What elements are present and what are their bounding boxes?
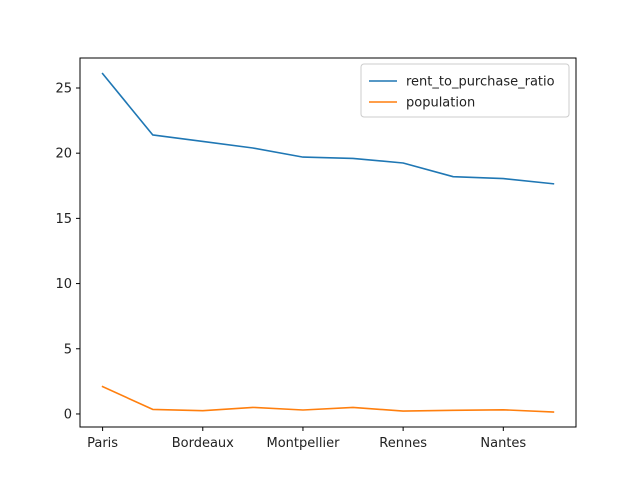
x-tick-label: Bordeaux <box>172 436 234 451</box>
x-tick-label: Paris <box>87 436 118 451</box>
x-axis: Paris Bordeaux Montpellier Rennes Nantes <box>87 427 526 451</box>
series-line-rent-to-purchase-ratio <box>101 72 555 185</box>
y-tick-label: 20 <box>55 147 72 162</box>
x-tick-label: Nantes <box>480 436 526 451</box>
y-tick-label: 0 <box>64 407 72 422</box>
y-tick-label: 25 <box>55 81 72 96</box>
legend-box <box>360 63 570 118</box>
series-line-population <box>101 385 555 413</box>
legend-label: population <box>406 96 475 111</box>
y-tick-label: 15 <box>55 212 72 227</box>
x-tick-label: Rennes <box>379 436 427 451</box>
x-tick-label: Montpellier <box>266 436 340 451</box>
y-axis: 0 5 10 15 20 25 <box>55 81 80 422</box>
legend: rent_to_purchase_ratio population <box>360 63 570 118</box>
legend-label: rent_to_purchase_ratio <box>406 75 555 90</box>
y-tick-label: 5 <box>64 342 72 357</box>
plot-area-frame <box>79 57 577 428</box>
series-layer <box>101 72 555 413</box>
y-tick-label: 10 <box>55 277 72 292</box>
